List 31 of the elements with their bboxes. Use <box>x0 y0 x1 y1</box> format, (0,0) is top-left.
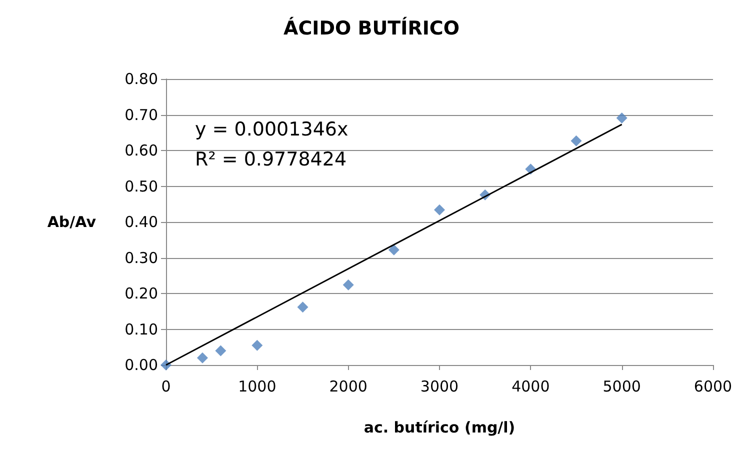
point <box>570 135 582 146</box>
point <box>388 244 400 256</box>
y-tick-label: 0.00 <box>124 356 158 374</box>
x-tick-label: 1000 <box>238 378 276 396</box>
y-tick-label: 0.40 <box>124 213 158 231</box>
x-tick-label: 4000 <box>512 378 550 396</box>
annotation: R² = 0.9778424 <box>195 148 347 170</box>
y-tick-label: 0.20 <box>124 284 158 302</box>
point <box>434 204 445 216</box>
point <box>297 302 308 313</box>
point <box>215 345 226 356</box>
annotation: y = 0.0001346x <box>195 118 348 140</box>
x-tick-label: 6000 <box>694 378 732 396</box>
y-axis-title: Ab/Av <box>47 213 96 231</box>
chart-title: ÁCIDO BUTÍRICO <box>284 16 460 40</box>
point <box>342 279 354 290</box>
x-tick-label: 0 <box>161 378 171 396</box>
y-tick-label: 0.60 <box>124 142 158 160</box>
y-tick-label: 0.10 <box>124 320 158 338</box>
point <box>196 352 208 364</box>
y-tick-label: 0.70 <box>124 106 158 124</box>
x-axis-title: ac. butírico (mg/l) <box>364 418 516 436</box>
y-tick-label: 0.50 <box>124 177 158 196</box>
point <box>160 360 172 370</box>
point <box>616 112 628 124</box>
y-tick-label: 0.80 <box>124 70 158 88</box>
x-tick-label: 2000 <box>329 378 368 396</box>
x-tick-label: 3000 <box>420 378 459 396</box>
y-tick-label: 0.30 <box>124 248 158 267</box>
point <box>252 340 263 351</box>
x-tick-label: 5000 <box>602 378 641 396</box>
